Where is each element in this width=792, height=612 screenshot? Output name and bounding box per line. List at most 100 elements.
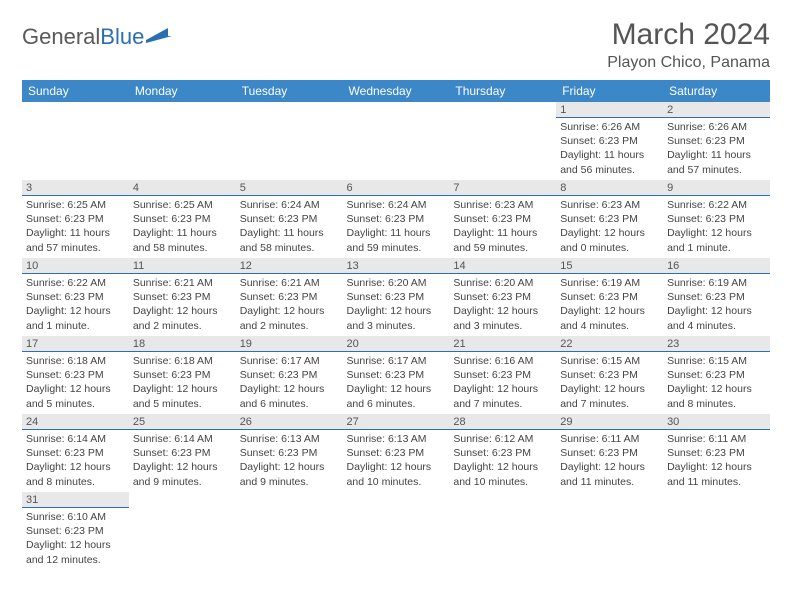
month-title: March 2024 bbox=[607, 18, 770, 52]
day-number: 20 bbox=[343, 336, 450, 352]
day-details: Sunrise: 6:20 AMSunset: 6:23 PMDaylight:… bbox=[343, 274, 450, 335]
calendar-table: SundayMondayTuesdayWednesdayThursdayFrid… bbox=[22, 80, 770, 570]
weekday-header: Saturday bbox=[663, 80, 770, 102]
day-details: Sunrise: 6:18 AMSunset: 6:23 PMDaylight:… bbox=[22, 352, 129, 413]
calendar-week-row: 24Sunrise: 6:14 AMSunset: 6:23 PMDayligh… bbox=[22, 414, 770, 492]
day-number: 6 bbox=[343, 180, 450, 196]
calendar-cell: 31Sunrise: 6:10 AMSunset: 6:23 PMDayligh… bbox=[22, 492, 129, 570]
calendar-week-row: 10Sunrise: 6:22 AMSunset: 6:23 PMDayligh… bbox=[22, 258, 770, 336]
calendar-cell: 8Sunrise: 6:23 AMSunset: 6:23 PMDaylight… bbox=[556, 180, 663, 258]
weekday-header: Friday bbox=[556, 80, 663, 102]
calendar-cell: 30Sunrise: 6:11 AMSunset: 6:23 PMDayligh… bbox=[663, 414, 770, 492]
calendar-cell bbox=[343, 492, 450, 570]
day-details: Sunrise: 6:25 AMSunset: 6:23 PMDaylight:… bbox=[129, 196, 236, 257]
day-details: Sunrise: 6:25 AMSunset: 6:23 PMDaylight:… bbox=[22, 196, 129, 257]
calendar-cell: 22Sunrise: 6:15 AMSunset: 6:23 PMDayligh… bbox=[556, 336, 663, 414]
day-number: 18 bbox=[129, 336, 236, 352]
day-number: 11 bbox=[129, 258, 236, 274]
calendar-cell bbox=[129, 492, 236, 570]
day-details: Sunrise: 6:23 AMSunset: 6:23 PMDaylight:… bbox=[556, 196, 663, 257]
title-block: March 2024 Playon Chico, Panama bbox=[607, 18, 770, 72]
calendar-cell: 3Sunrise: 6:25 AMSunset: 6:23 PMDaylight… bbox=[22, 180, 129, 258]
calendar-cell: 24Sunrise: 6:14 AMSunset: 6:23 PMDayligh… bbox=[22, 414, 129, 492]
calendar-cell: 19Sunrise: 6:17 AMSunset: 6:23 PMDayligh… bbox=[236, 336, 343, 414]
day-number: 17 bbox=[22, 336, 129, 352]
day-details: Sunrise: 6:23 AMSunset: 6:23 PMDaylight:… bbox=[449, 196, 556, 257]
day-details: Sunrise: 6:18 AMSunset: 6:23 PMDaylight:… bbox=[129, 352, 236, 413]
calendar-cell bbox=[663, 492, 770, 570]
calendar-cell: 21Sunrise: 6:16 AMSunset: 6:23 PMDayligh… bbox=[449, 336, 556, 414]
calendar-cell bbox=[449, 492, 556, 570]
day-number: 22 bbox=[556, 336, 663, 352]
day-details: Sunrise: 6:17 AMSunset: 6:23 PMDaylight:… bbox=[236, 352, 343, 413]
day-number: 13 bbox=[343, 258, 450, 274]
day-details: Sunrise: 6:20 AMSunset: 6:23 PMDaylight:… bbox=[449, 274, 556, 335]
day-details: Sunrise: 6:21 AMSunset: 6:23 PMDaylight:… bbox=[129, 274, 236, 335]
weekday-header: Wednesday bbox=[343, 80, 450, 102]
calendar-cell: 18Sunrise: 6:18 AMSunset: 6:23 PMDayligh… bbox=[129, 336, 236, 414]
day-number: 25 bbox=[129, 414, 236, 430]
calendar-body: 1Sunrise: 6:26 AMSunset: 6:23 PMDaylight… bbox=[22, 102, 770, 570]
day-details: Sunrise: 6:24 AMSunset: 6:23 PMDaylight:… bbox=[343, 196, 450, 257]
calendar-header-row: SundayMondayTuesdayWednesdayThursdayFrid… bbox=[22, 80, 770, 102]
day-number: 10 bbox=[22, 258, 129, 274]
day-details: Sunrise: 6:22 AMSunset: 6:23 PMDaylight:… bbox=[22, 274, 129, 335]
day-details: Sunrise: 6:16 AMSunset: 6:23 PMDaylight:… bbox=[449, 352, 556, 413]
calendar-cell: 6Sunrise: 6:24 AMSunset: 6:23 PMDaylight… bbox=[343, 180, 450, 258]
day-number: 19 bbox=[236, 336, 343, 352]
day-details: Sunrise: 6:26 AMSunset: 6:23 PMDaylight:… bbox=[556, 118, 663, 179]
calendar-cell: 12Sunrise: 6:21 AMSunset: 6:23 PMDayligh… bbox=[236, 258, 343, 336]
day-number: 2 bbox=[663, 102, 770, 118]
day-details: Sunrise: 6:14 AMSunset: 6:23 PMDaylight:… bbox=[129, 430, 236, 491]
day-number: 8 bbox=[556, 180, 663, 196]
day-number: 7 bbox=[449, 180, 556, 196]
weekday-header: Thursday bbox=[449, 80, 556, 102]
calendar-cell: 11Sunrise: 6:21 AMSunset: 6:23 PMDayligh… bbox=[129, 258, 236, 336]
day-number: 27 bbox=[343, 414, 450, 430]
day-details: Sunrise: 6:17 AMSunset: 6:23 PMDaylight:… bbox=[343, 352, 450, 413]
calendar-week-row: 1Sunrise: 6:26 AMSunset: 6:23 PMDaylight… bbox=[22, 102, 770, 180]
day-details: Sunrise: 6:14 AMSunset: 6:23 PMDaylight:… bbox=[22, 430, 129, 491]
day-details: Sunrise: 6:15 AMSunset: 6:23 PMDaylight:… bbox=[663, 352, 770, 413]
calendar-cell bbox=[236, 492, 343, 570]
day-details: Sunrise: 6:13 AMSunset: 6:23 PMDaylight:… bbox=[236, 430, 343, 491]
day-number: 23 bbox=[663, 336, 770, 352]
day-number: 9 bbox=[663, 180, 770, 196]
calendar-week-row: 31Sunrise: 6:10 AMSunset: 6:23 PMDayligh… bbox=[22, 492, 770, 570]
calendar-cell: 15Sunrise: 6:19 AMSunset: 6:23 PMDayligh… bbox=[556, 258, 663, 336]
calendar-cell: 7Sunrise: 6:23 AMSunset: 6:23 PMDaylight… bbox=[449, 180, 556, 258]
calendar-cell: 14Sunrise: 6:20 AMSunset: 6:23 PMDayligh… bbox=[449, 258, 556, 336]
day-number: 15 bbox=[556, 258, 663, 274]
day-number: 3 bbox=[22, 180, 129, 196]
calendar-cell: 10Sunrise: 6:22 AMSunset: 6:23 PMDayligh… bbox=[22, 258, 129, 336]
day-number: 14 bbox=[449, 258, 556, 274]
day-number: 28 bbox=[449, 414, 556, 430]
day-details: Sunrise: 6:26 AMSunset: 6:23 PMDaylight:… bbox=[663, 118, 770, 179]
calendar-cell bbox=[556, 492, 663, 570]
calendar-cell: 16Sunrise: 6:19 AMSunset: 6:23 PMDayligh… bbox=[663, 258, 770, 336]
weekday-header: Sunday bbox=[22, 80, 129, 102]
weekday-header: Monday bbox=[129, 80, 236, 102]
day-number: 16 bbox=[663, 258, 770, 274]
calendar-cell: 9Sunrise: 6:22 AMSunset: 6:23 PMDaylight… bbox=[663, 180, 770, 258]
weekday-header: Tuesday bbox=[236, 80, 343, 102]
day-details: Sunrise: 6:22 AMSunset: 6:23 PMDaylight:… bbox=[663, 196, 770, 257]
logo-text-general: General bbox=[22, 24, 100, 50]
day-details: Sunrise: 6:11 AMSunset: 6:23 PMDaylight:… bbox=[556, 430, 663, 491]
day-details: Sunrise: 6:19 AMSunset: 6:23 PMDaylight:… bbox=[663, 274, 770, 335]
calendar-cell: 13Sunrise: 6:20 AMSunset: 6:23 PMDayligh… bbox=[343, 258, 450, 336]
day-details: Sunrise: 6:10 AMSunset: 6:23 PMDaylight:… bbox=[22, 508, 129, 569]
calendar-cell: 1Sunrise: 6:26 AMSunset: 6:23 PMDaylight… bbox=[556, 102, 663, 180]
logo-flag-icon bbox=[146, 26, 172, 49]
calendar-cell: 26Sunrise: 6:13 AMSunset: 6:23 PMDayligh… bbox=[236, 414, 343, 492]
day-details: Sunrise: 6:21 AMSunset: 6:23 PMDaylight:… bbox=[236, 274, 343, 335]
calendar-cell bbox=[129, 102, 236, 180]
day-number: 30 bbox=[663, 414, 770, 430]
day-details: Sunrise: 6:12 AMSunset: 6:23 PMDaylight:… bbox=[449, 430, 556, 491]
day-details: Sunrise: 6:13 AMSunset: 6:23 PMDaylight:… bbox=[343, 430, 450, 491]
calendar-cell: 17Sunrise: 6:18 AMSunset: 6:23 PMDayligh… bbox=[22, 336, 129, 414]
day-number: 21 bbox=[449, 336, 556, 352]
calendar-cell bbox=[22, 102, 129, 180]
calendar-cell: 20Sunrise: 6:17 AMSunset: 6:23 PMDayligh… bbox=[343, 336, 450, 414]
calendar-week-row: 3Sunrise: 6:25 AMSunset: 6:23 PMDaylight… bbox=[22, 180, 770, 258]
